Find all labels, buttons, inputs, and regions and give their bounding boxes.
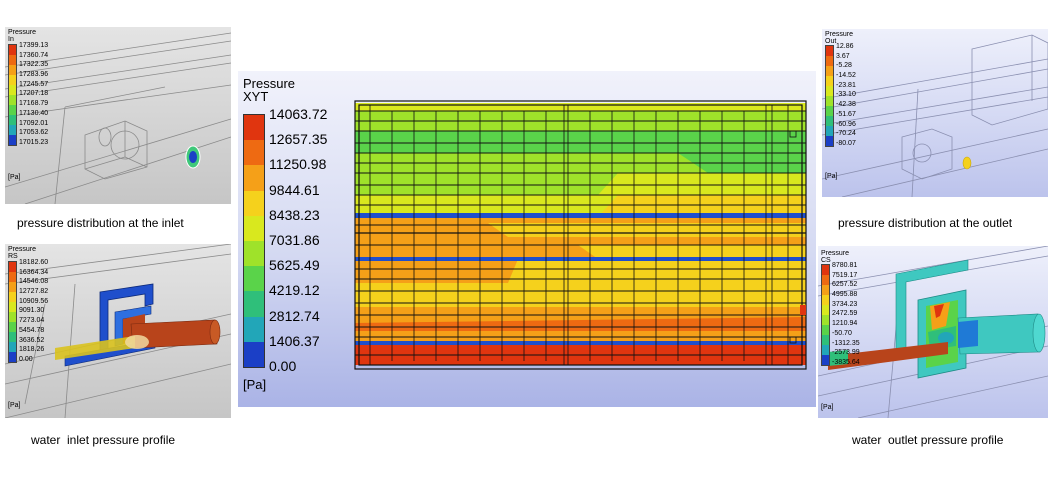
legend-unit: [Pa]: [825, 173, 838, 180]
contour-bands: [355, 103, 806, 365]
tick-label: 11250.98: [269, 156, 327, 172]
legend-ticks: 8780.81 7519.17 6257.52 4995.88 3734.23 …: [832, 262, 860, 369]
tick-label: -5.28: [836, 62, 852, 70]
tick-label: 10909.56: [19, 297, 49, 305]
inlet-profile-panel: Pressure RS 18182.60 16364.34 14546.08 1…: [5, 244, 231, 418]
tick-label: -3835.64: [832, 358, 860, 366]
outlet-profile-caption: water outlet pressure profile: [852, 433, 1004, 447]
blue-channel: [355, 341, 806, 345]
blue-channel: [355, 213, 806, 218]
tick-label: 14063.72: [269, 106, 328, 122]
pressure-contour-plate: [354, 100, 807, 370]
inlet-distribution-panel: Pressure In 17399.13 17360.74 17322.35 1…: [5, 27, 231, 204]
tick-label: 17245.57: [19, 80, 49, 88]
tick-label: 14546.08: [19, 278, 49, 286]
tick-label: 12657.35: [269, 131, 328, 147]
tick-label: 12727.82: [19, 288, 49, 296]
tick-label: 17360.74: [19, 51, 49, 59]
outlet-distribution-caption: pressure distribution at the outlet: [838, 216, 1013, 230]
tick-label: 18182.60: [19, 259, 49, 266]
tick-label: 0.00: [19, 355, 33, 363]
tick-label: -80.07: [836, 139, 856, 147]
legend-ticks: 18182.60 16364.34 14546.08 12727.82 1090…: [19, 259, 48, 366]
tick-label: 3636.52: [19, 336, 45, 344]
legend-unit: [Pa]: [8, 174, 21, 181]
tick-label: 4219.12: [269, 282, 320, 298]
tick-label: -70.24: [836, 130, 856, 138]
main-legend-title: Pressure XYT: [243, 76, 296, 104]
color-legend-bar: [821, 264, 830, 366]
tick-label: -2573.99: [832, 349, 860, 357]
outlet-profile-panel: Pressure CS 8780.81 7519.17 6257.52 4995…: [818, 246, 1048, 418]
tick-label: 3734.23: [832, 300, 858, 308]
tick-label: 4995.88: [832, 291, 858, 299]
color-legend-bar: [8, 261, 17, 363]
tick-label: -1312.35: [832, 339, 860, 347]
legend-ticks: 12.86 3.67 -5.28 -14.52 -23.81 -33.10 -4…: [836, 43, 856, 150]
tick-label: 17322.35: [19, 61, 49, 69]
blue-channel: [355, 257, 806, 261]
tick-label: 17092.01: [19, 119, 49, 127]
tick-label: 8780.81: [832, 262, 858, 269]
legend-title: Pressure Out: [825, 31, 854, 45]
inlet-profile-caption: water inlet pressure profile: [31, 433, 176, 447]
inlet-profile-geometry: [5, 244, 231, 418]
tick-label: -60.96: [836, 120, 856, 128]
tick-label: 17130.40: [19, 109, 49, 117]
tick-label: 9844.61: [269, 182, 320, 198]
main-contour-panel: Pressure XYT 14063.72 12657.35 11250.98 …: [238, 71, 816, 407]
tick-label: 1406.37: [269, 333, 320, 349]
tick-label: 2472.59: [832, 310, 858, 318]
tick-label: -42.38: [836, 101, 856, 109]
legend-unit: [Pa]: [821, 404, 834, 411]
tick-label: 3.67: [836, 52, 850, 60]
tick-label: 2812.74: [269, 308, 320, 324]
tick-label: -51.67: [836, 110, 856, 118]
tick-label: -33.10: [836, 91, 856, 99]
main-color-legend-bar: [243, 114, 265, 368]
tick-label: 17207.18: [19, 90, 49, 98]
main-legend-unit: [Pa]: [243, 377, 267, 392]
tick-label: 17053.62: [19, 129, 49, 137]
legend-title: Pressure In: [8, 29, 37, 43]
tick-label: 6257.52: [832, 281, 858, 289]
tick-label: 7519.17: [832, 271, 858, 279]
outlet-wireframe: [822, 34, 1048, 197]
legend-title: Pressure CS: [821, 250, 850, 264]
tick-label: 5625.49: [269, 257, 320, 273]
tick-label: 1210.94: [832, 320, 858, 328]
tick-label: 12.86: [836, 43, 854, 50]
legend-title: Pressure RS: [8, 246, 37, 260]
tick-label: -23.81: [836, 81, 856, 89]
tick-label: 16364.34: [19, 268, 49, 276]
tick-label: 5454.78: [19, 326, 45, 334]
outlet-profile-geometry: [818, 246, 1048, 418]
tick-label: -50.70: [832, 329, 852, 337]
tick-label: 7273.04: [19, 317, 45, 325]
color-legend-bar: [825, 45, 834, 147]
tick-label: 17015.23: [19, 138, 49, 146]
tick-label: 17283.96: [19, 71, 49, 79]
tick-label: 17168.79: [19, 100, 49, 108]
inlet-distribution-caption: pressure distribution at the inlet: [17, 216, 184, 230]
inlet-wireframe: [5, 32, 231, 204]
tick-label: 7031.86: [269, 232, 320, 248]
tick-label: -14.52: [836, 72, 856, 80]
tick-label: 9091.30: [19, 307, 45, 315]
main-legend-ticks: 14063.72 12657.35 11250.98 9844.61 8438.…: [269, 107, 339, 377]
tick-label: 8438.23: [269, 207, 320, 223]
outlet-distribution-panel: Pressure Out 12.86 3.67 -5.28 -14.52 -23…: [822, 29, 1048, 197]
legend-unit: [Pa]: [8, 402, 21, 409]
legend-ticks: 17399.13 17360.74 17322.35 17283.96 1724…: [19, 42, 48, 149]
tick-label: 0.00: [269, 358, 297, 374]
tick-label: 1818.26: [19, 346, 45, 354]
color-legend-bar: [8, 44, 17, 146]
tick-label: 17399.13: [19, 42, 49, 49]
